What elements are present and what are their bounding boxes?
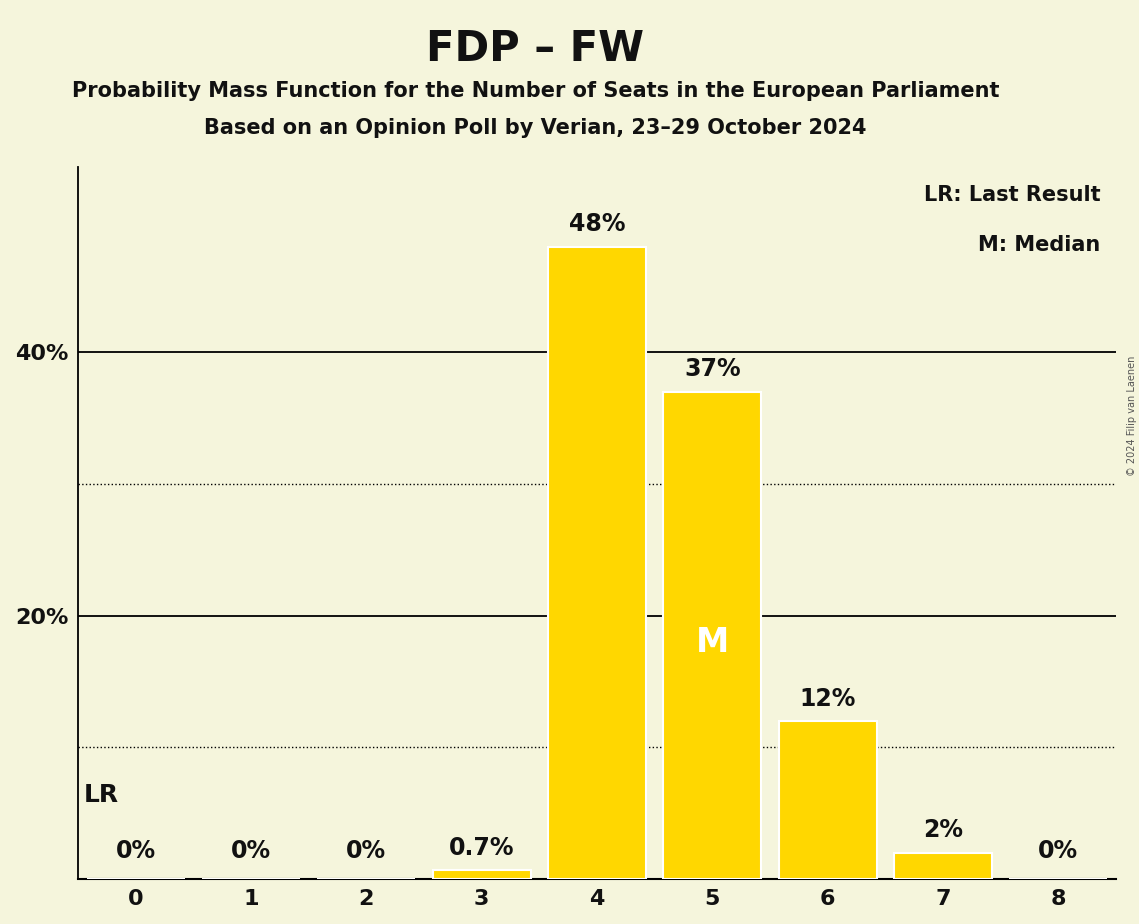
Text: 0%: 0% xyxy=(346,840,386,863)
Text: M: M xyxy=(696,626,729,659)
Text: 0%: 0% xyxy=(116,840,156,863)
Text: Based on an Opinion Poll by Verian, 23–29 October 2024: Based on an Opinion Poll by Verian, 23–2… xyxy=(204,118,867,139)
Text: 37%: 37% xyxy=(685,357,740,381)
Text: 0%: 0% xyxy=(1039,840,1079,863)
Text: 48%: 48% xyxy=(568,212,625,236)
Text: FDP – FW: FDP – FW xyxy=(426,28,645,69)
Text: Probability Mass Function for the Number of Seats in the European Parliament: Probability Mass Function for the Number… xyxy=(72,81,999,102)
Text: 0%: 0% xyxy=(231,840,271,863)
Bar xyxy=(663,392,761,880)
Bar xyxy=(548,247,646,880)
Text: 2%: 2% xyxy=(923,819,964,843)
Text: 12%: 12% xyxy=(800,687,855,711)
Text: 0.7%: 0.7% xyxy=(449,835,515,859)
Text: LR: LR xyxy=(84,783,118,807)
Text: LR: Last Result: LR: Last Result xyxy=(924,185,1100,205)
Text: M: Median: M: Median xyxy=(978,235,1100,255)
Text: © 2024 Filip van Laenen: © 2024 Filip van Laenen xyxy=(1126,356,1137,476)
Bar xyxy=(433,870,531,880)
Bar xyxy=(894,853,992,880)
Bar xyxy=(779,721,877,880)
